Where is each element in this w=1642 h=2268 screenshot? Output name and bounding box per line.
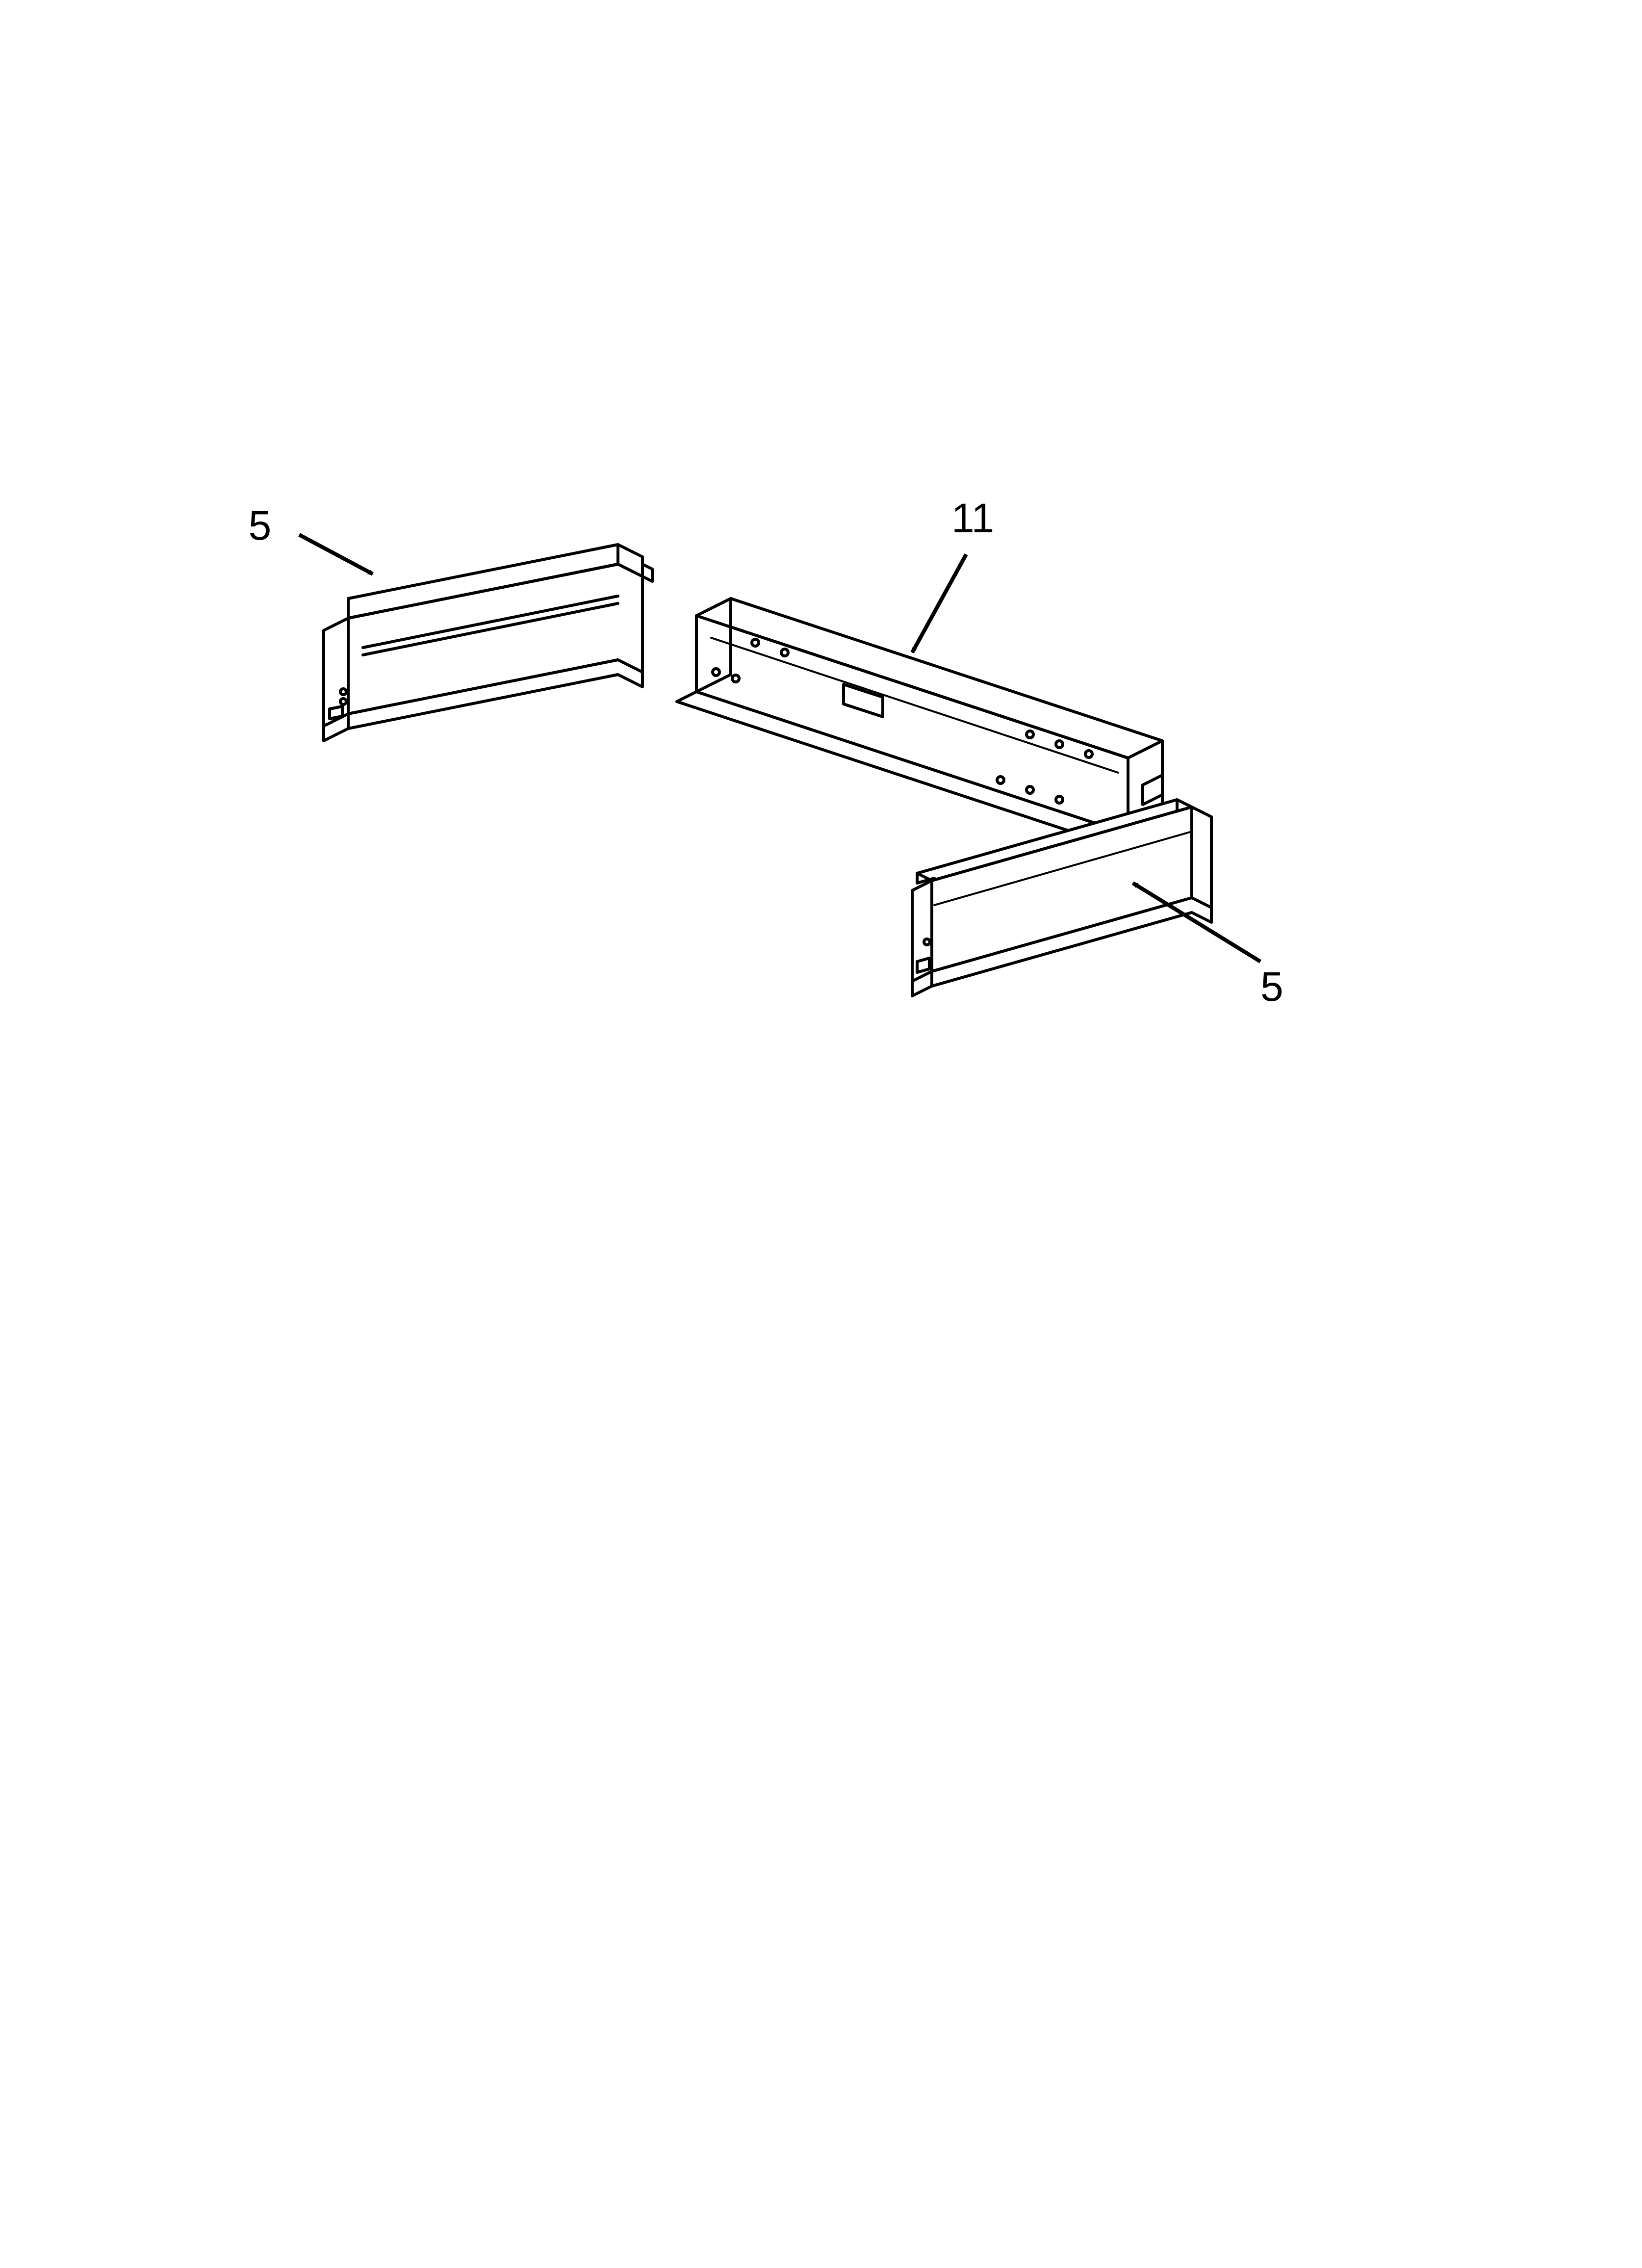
- arrow-part-5-left: [299, 535, 373, 574]
- label-part-5-right: 5: [1260, 964, 1283, 1010]
- part-left-bracket: [324, 545, 652, 741]
- arrow-part-11: [912, 554, 966, 652]
- label-part-5-left: 5: [249, 502, 272, 548]
- parts-diagram: 5 11 5: [0, 0, 1642, 2268]
- label-part-11: 11: [951, 495, 994, 541]
